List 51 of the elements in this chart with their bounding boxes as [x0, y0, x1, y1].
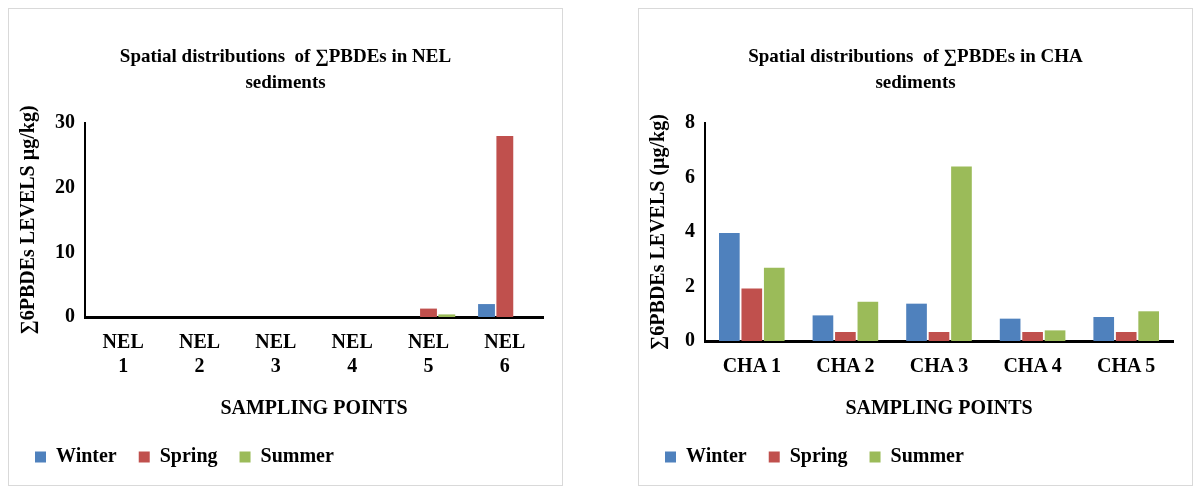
y-tick-label: 2	[685, 273, 695, 296]
x-tick-label: NEL 2	[178, 330, 221, 377]
y-tick-label: 30	[55, 110, 75, 133]
legend-label: Winter	[56, 444, 117, 467]
x-axis-title: SAMPLING POINTS	[220, 396, 408, 419]
x-tick-label: CHA 4	[1003, 354, 1062, 377]
bar	[999, 318, 1021, 341]
y-tick-label: 4	[685, 219, 695, 242]
bar	[928, 332, 950, 341]
x-tick-label: CHA 3	[909, 354, 969, 377]
x-tick-label: NEL 4	[331, 330, 373, 377]
y-tick-label: 0	[65, 304, 75, 327]
y-tick-label: 10	[55, 239, 75, 262]
legend-label: Spring	[159, 444, 218, 468]
x-tick-label: NEL 6	[484, 330, 526, 377]
y-tick-label: 20	[55, 174, 75, 197]
bar	[741, 288, 763, 341]
bar	[496, 135, 514, 317]
x-tick-label: CHA 1	[722, 354, 781, 377]
bar	[1044, 330, 1066, 341]
x-tick-label: CHA 5	[1097, 354, 1156, 377]
bar	[857, 301, 879, 341]
chart-title: Spatial distributions of ∑PBDEs in CHA sediments	[747, 44, 1084, 94]
bar	[719, 233, 740, 341]
x-tick-label: NEL 3	[255, 330, 297, 377]
legend-label: Summer	[260, 444, 334, 467]
x-tick-label: NEL 1	[102, 330, 144, 377]
bar	[906, 303, 927, 341]
legend-label: Spring	[789, 444, 848, 468]
bar	[1093, 317, 1115, 341]
bar	[951, 166, 972, 341]
bar	[1022, 332, 1043, 341]
y-axis-title: ∑6PBDEs LEVELS (µg/kg)	[646, 114, 670, 350]
bar	[478, 304, 495, 317]
x-tick-label: CHA 2	[816, 354, 875, 377]
bar	[438, 314, 456, 317]
legend-label: Winter	[686, 444, 747, 467]
legend-label: Summer	[890, 444, 964, 467]
bar	[835, 332, 856, 341]
y-tick-label: 8	[685, 110, 695, 133]
bar	[420, 308, 437, 317]
bar	[1138, 311, 1159, 341]
x-axis-title: SAMPLING POINTS	[845, 396, 1033, 419]
bar	[763, 267, 785, 341]
y-tick-label: 6	[685, 164, 695, 187]
x-tick-label: NEL 5	[407, 330, 450, 377]
y-tick-label: 0	[685, 328, 695, 351]
bar	[1115, 332, 1137, 341]
chart-title: Spatial distributions of ∑PBDEs in NEL sediments	[118, 44, 453, 94]
y-axis-title: ∑6PBDEs LEVELS µg/kg)	[16, 105, 40, 335]
bar	[812, 315, 834, 341]
